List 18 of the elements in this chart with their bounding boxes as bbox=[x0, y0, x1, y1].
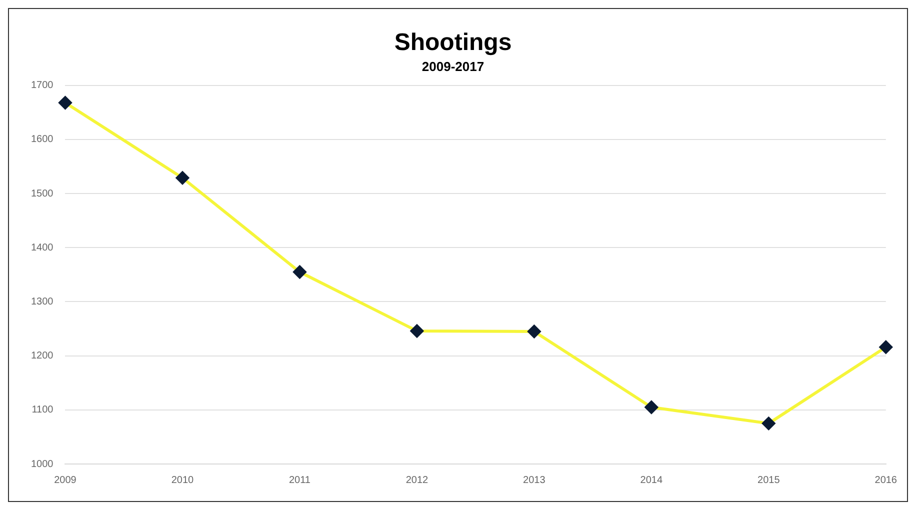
chart-title: Shootings bbox=[394, 29, 512, 56]
x-tick-label: 2015 bbox=[758, 474, 780, 486]
x-tick-label: 2014 bbox=[640, 474, 663, 486]
x-tick-label: 2016 bbox=[874, 474, 898, 486]
x-tick-label: 2013 bbox=[523, 474, 546, 486]
y-tick-label: 1300 bbox=[30, 296, 54, 308]
x-tick-label: 2009 bbox=[54, 474, 77, 486]
y-tick-label: 1400 bbox=[30, 242, 54, 254]
y-tick-label: 1500 bbox=[30, 188, 54, 200]
x-tick-label: 2011 bbox=[288, 474, 311, 486]
chart-subtitle: 2009-2017 bbox=[422, 59, 484, 74]
y-tick-label: 1100 bbox=[32, 404, 54, 416]
y-tick-label: 1700 bbox=[30, 80, 54, 92]
x-tick-label: 2012 bbox=[406, 474, 429, 486]
y-tick-label: 1600 bbox=[30, 134, 54, 146]
x-tick-label: 2010 bbox=[171, 474, 194, 486]
y-tick-label: 1200 bbox=[30, 350, 54, 362]
y-tick-label: 1000 bbox=[30, 458, 54, 470]
